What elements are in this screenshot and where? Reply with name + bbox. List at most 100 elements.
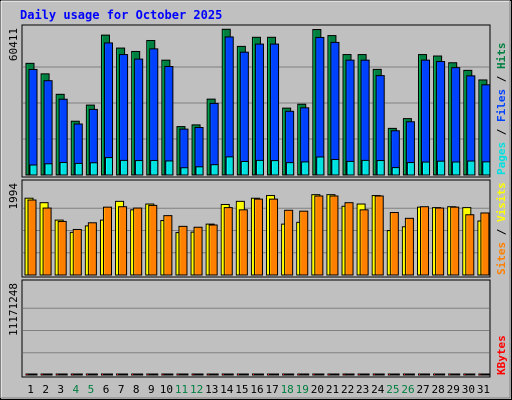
bar-sites-day-31 [480, 212, 490, 276]
bar-pages-day-4 [74, 162, 83, 176]
bar-kbytes-day-13 [206, 373, 219, 376]
x-tick-label: 11 [175, 383, 188, 396]
bar-sites-day-1 [27, 199, 37, 276]
x-tick-label: 19 [296, 383, 309, 396]
bar-kbytes-day-18 [282, 373, 295, 376]
x-tick-label: 18 [281, 383, 294, 396]
x-tick-label: 8 [133, 383, 140, 396]
bar-sites-day-12 [193, 226, 203, 276]
legend-entry: / [495, 122, 508, 142]
bar-pages-day-1 [29, 164, 38, 176]
bar-pages-day-26 [406, 162, 415, 176]
bar-kbytes-day-8 [131, 373, 144, 376]
x-tick-label: 22 [341, 383, 354, 396]
bar-pages-day-29 [452, 161, 461, 176]
bar-pages-day-25 [391, 167, 400, 176]
legend-entry: Files [495, 89, 508, 122]
bar-kbytes-day-25 [387, 373, 400, 376]
bar-pages-day-9 [150, 159, 159, 176]
bar-sites-day-21 [329, 195, 339, 276]
panel-background [21, 279, 491, 378]
bar-pages-day-21 [331, 158, 340, 176]
bar-pages-day-30 [467, 160, 476, 176]
bar-pages-day-8 [135, 160, 144, 176]
x-tick-label: 29 [447, 383, 460, 396]
x-tick-label: 23 [356, 383, 369, 396]
x-tick-label: 6 [103, 383, 110, 396]
bar-kbytes-day-12 [191, 373, 204, 376]
bar-kbytes-day-6 [100, 373, 113, 376]
x-tick-label: 7 [118, 383, 125, 396]
bar-pages-day-12 [195, 166, 204, 176]
bar-pages-day-28 [437, 160, 446, 176]
bar-kbytes-day-17 [267, 373, 280, 376]
x-tick-label: 14 [220, 383, 234, 396]
bar-sites-day-19 [299, 210, 309, 276]
bar-sites-day-13 [208, 224, 218, 276]
bar-kbytes-day-20 [312, 373, 325, 376]
bar-kbytes-day-21 [327, 373, 340, 376]
bar-pages-day-22 [346, 160, 355, 176]
bar-pages-day-13 [210, 164, 219, 176]
chart-title: Daily usage for October 2025 [20, 8, 222, 22]
bar-sites-day-24 [374, 195, 384, 276]
bar-pages-day-17 [271, 160, 280, 176]
bar-kbytes-day-9 [146, 373, 159, 376]
panel-pages-files-hits: 60411 Pages / Files / Hits [7, 24, 508, 178]
x-tick-label: 27 [416, 383, 429, 396]
bar-sites-day-28 [435, 207, 445, 276]
x-tick-label: 28 [432, 383, 445, 396]
bar-pages-day-10 [165, 160, 174, 176]
bar-sites-day-3 [57, 220, 67, 276]
x-tick-label: 15 [235, 383, 248, 396]
bar-kbytes-day-27 [418, 373, 431, 376]
bar-kbytes-day-5 [85, 373, 98, 376]
x-tick-label: 2 [42, 383, 49, 396]
bar-kbytes-day-14 [221, 373, 234, 376]
bar-kbytes-day-4 [70, 373, 83, 376]
bar-kbytes-day-11 [176, 373, 189, 376]
bar-kbytes-day-16 [251, 373, 264, 376]
bar-kbytes-day-24 [372, 373, 385, 376]
x-tick-label: 21 [326, 383, 339, 396]
bar-kbytes-day-22 [342, 373, 355, 376]
bar-sites-day-11 [178, 225, 188, 276]
x-tick-label: 9 [148, 383, 155, 396]
bar-kbytes-day-29 [448, 373, 461, 376]
bar-sites-day-20 [314, 195, 324, 276]
bar-kbytes-day-23 [357, 373, 370, 376]
bar-sites-day-2 [42, 207, 52, 276]
x-tick-label: 25 [386, 383, 399, 396]
bar-pages-day-27 [422, 161, 431, 176]
bar-sites-day-18 [284, 209, 294, 276]
x-tick-label: 26 [401, 383, 414, 396]
bar-pages-day-3 [59, 161, 68, 176]
x-tick-label: 5 [88, 383, 95, 396]
bar-sites-day-26 [404, 217, 414, 276]
legend-entry: / [495, 69, 508, 89]
bar-pages-day-31 [482, 161, 491, 176]
panel-max-label: 1994 [7, 183, 20, 210]
bar-kbytes-day-2 [40, 373, 53, 376]
bar-pages-day-15 [240, 160, 249, 176]
legend-entry: KBytes [495, 335, 508, 375]
bar-kbytes-day-26 [402, 373, 415, 376]
x-tick-label: 30 [462, 383, 475, 396]
x-tick-label: 4 [73, 383, 80, 396]
x-tick-label: 1 [27, 383, 34, 396]
bar-pages-day-2 [44, 163, 53, 176]
bar-sites-day-7 [118, 206, 128, 276]
legend-entry: Hits [495, 43, 508, 70]
bar-sites-day-6 [102, 206, 112, 276]
bar-sites-day-9 [148, 204, 158, 276]
panel-legend: KBytes [495, 335, 508, 375]
bar-pages-day-18 [286, 162, 295, 176]
x-tick-label: 13 [205, 383, 218, 396]
bar-kbytes-day-15 [236, 373, 249, 376]
bar-pages-day-16 [255, 159, 264, 176]
panel-kbytes: 11171248 KBytes [7, 279, 508, 378]
bar-pages-day-5 [89, 162, 98, 176]
bar-sites-day-27 [420, 206, 430, 276]
bar-sites-day-22 [344, 202, 354, 276]
bar-pages-day-23 [361, 159, 370, 176]
